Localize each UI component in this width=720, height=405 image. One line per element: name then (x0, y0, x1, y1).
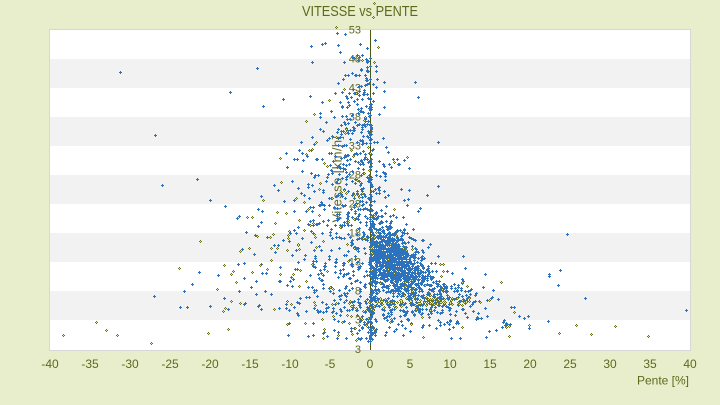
svg-text:-35: -35 (81, 357, 99, 371)
svg-text:40: 40 (683, 357, 697, 371)
svg-text:43: 43 (349, 83, 361, 95)
svg-text:-10: -10 (281, 357, 299, 371)
svg-text:-5: -5 (325, 357, 336, 371)
svg-text:3: 3 (355, 315, 361, 327)
svg-text:28: 28 (349, 170, 361, 182)
svg-text:-25: -25 (161, 357, 179, 371)
svg-text:15: 15 (483, 357, 497, 371)
svg-text:25: 25 (563, 357, 577, 371)
svg-text:38: 38 (349, 112, 361, 124)
svg-text:0: 0 (367, 357, 374, 371)
svg-text:30: 30 (603, 357, 617, 371)
svg-text:35: 35 (643, 357, 657, 371)
svg-text:3: 3 (355, 344, 361, 356)
svg-text:-40: -40 (41, 357, 59, 371)
svg-text:-15: -15 (241, 357, 259, 371)
svg-text:-30: -30 (121, 357, 139, 371)
svg-text:-20: -20 (201, 357, 219, 371)
svg-text:20: 20 (523, 357, 537, 371)
svg-text:10: 10 (443, 357, 457, 371)
svg-text:53: 53 (349, 25, 361, 37)
svg-text:5: 5 (407, 357, 414, 371)
svg-text:8: 8 (355, 286, 361, 298)
svg-text:VITESSE vs PENTE: VITESSE vs PENTE (302, 2, 418, 19)
svg-text:Pente [%]: Pente [%] (637, 374, 689, 388)
